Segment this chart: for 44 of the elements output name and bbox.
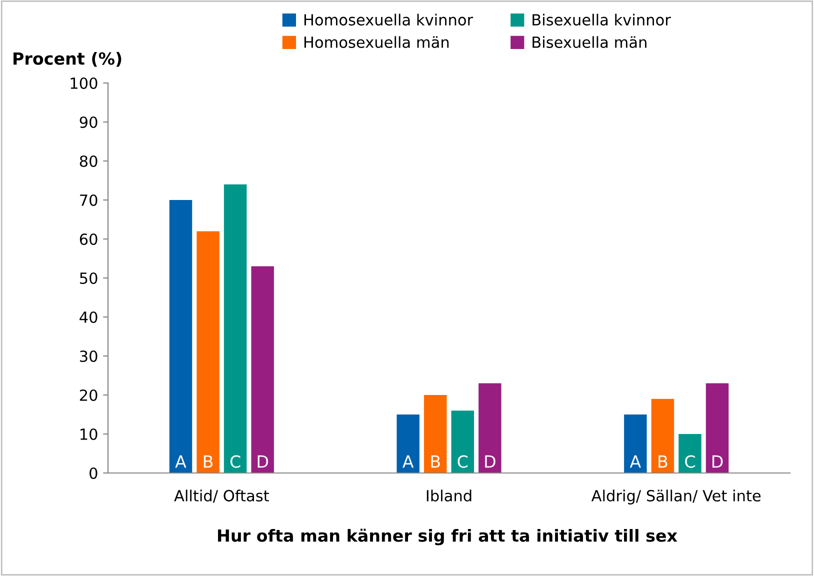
bar [678, 434, 702, 473]
data-label: A [175, 455, 186, 468]
y-tick-label: 70 [80, 194, 98, 206]
bar [169, 200, 192, 473]
bar [224, 184, 247, 473]
bar [424, 395, 447, 473]
y-tick-label: 40 [80, 311, 98, 324]
data-label: C [230, 455, 240, 468]
data-label: C [685, 455, 695, 468]
data-label: B [658, 455, 668, 468]
legend-label: Bisexuella kvinnor [532, 14, 671, 26]
data-label: A [630, 455, 641, 468]
data-label: D [258, 455, 268, 468]
y-axis-title: Procent (%) [14, 52, 122, 67]
data-label: D [485, 455, 496, 468]
bar [706, 383, 729, 473]
x-tick-label: Aldrig/ Sällan/ Vet inte [591, 490, 761, 504]
data-label: B [431, 455, 440, 468]
x-axis-title: Hur ofta man känner sig fri att ta initiativ till sex [218, 528, 678, 546]
bar [396, 414, 420, 473]
legend-label: Bisexuella män [532, 36, 646, 48]
bar [251, 266, 274, 473]
y-tick-label: 100 [70, 77, 98, 90]
bar [624, 414, 647, 473]
y-tick-label: 90 [80, 116, 98, 128]
data-label: A [402, 455, 414, 468]
bar [451, 410, 474, 473]
legend-label: Homosexuella kvinnor [304, 14, 474, 26]
y-tick-label: 50 [80, 272, 98, 284]
y-tick-label: 10 [80, 428, 98, 440]
y-tick-label: 30 [80, 350, 98, 362]
data-label: C [458, 455, 468, 468]
x-tick-label: Ibland [426, 490, 472, 502]
bar [478, 383, 502, 473]
y-tick-label: 20 [80, 389, 98, 402]
bar [651, 398, 674, 473]
data-label: B [204, 455, 213, 468]
legend-label: Homosexuella män [304, 36, 449, 48]
y-tick-label: 60 [80, 233, 98, 246]
data-label: D [712, 455, 723, 468]
y-tick-label: 80 [80, 155, 98, 168]
x-tick-label: Alltid/ Oftast [174, 490, 269, 503]
y-tick-label: 0 [90, 467, 98, 480]
bar [196, 231, 220, 473]
